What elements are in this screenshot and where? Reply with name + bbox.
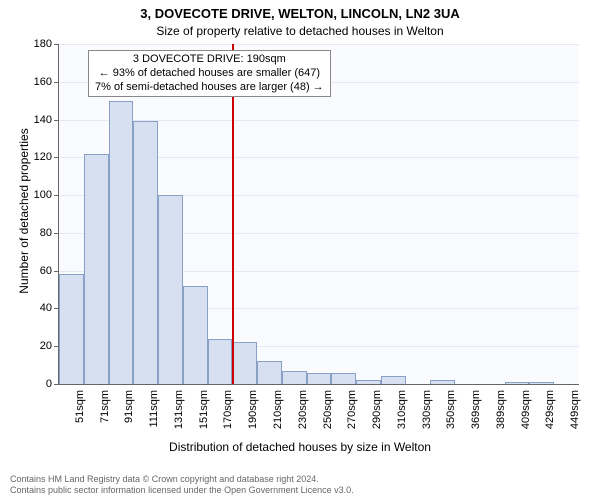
x-tick-label: 151sqm bbox=[198, 390, 210, 429]
x-tick-label: 290sqm bbox=[371, 390, 383, 429]
y-tick-label: 180 bbox=[0, 38, 52, 50]
x-axis-label: Distribution of detached houses by size … bbox=[0, 440, 600, 454]
x-tick-label: 429sqm bbox=[544, 390, 556, 429]
annotation-line-1: 3 DOVECOTE DRIVE: 190sqm bbox=[95, 53, 324, 67]
y-tick bbox=[54, 233, 58, 234]
y-tick-label: 140 bbox=[0, 114, 52, 126]
histogram-bar bbox=[109, 101, 134, 384]
x-tick-label: 270sqm bbox=[346, 390, 358, 429]
histogram-bar bbox=[307, 373, 332, 384]
x-tick-label: 449sqm bbox=[569, 390, 581, 429]
y-tick-label: 80 bbox=[0, 227, 52, 239]
histogram-chart: 3, DOVECOTE DRIVE, WELTON, LINCOLN, LN2 … bbox=[0, 0, 600, 500]
histogram-bar bbox=[84, 154, 109, 384]
annotation-box: 3 DOVECOTE DRIVE: 190sqm ← 93% of detach… bbox=[88, 50, 331, 97]
histogram-bar bbox=[282, 371, 307, 384]
y-tick-label: 60 bbox=[0, 265, 52, 277]
histogram-bar bbox=[232, 342, 257, 384]
y-tick bbox=[54, 346, 58, 347]
histogram-bar bbox=[505, 382, 530, 384]
chart-title-sub: Size of property relative to detached ho… bbox=[0, 24, 600, 38]
y-tick-label: 160 bbox=[0, 76, 52, 88]
y-tick bbox=[54, 384, 58, 385]
x-tick-label: 250sqm bbox=[322, 390, 334, 429]
histogram-bar bbox=[257, 361, 282, 384]
y-axis-label: Number of detached properties bbox=[17, 111, 31, 311]
footer-line-2: Contains public sector information licen… bbox=[10, 485, 354, 496]
histogram-bar bbox=[158, 195, 183, 384]
histogram-bar bbox=[133, 121, 158, 384]
x-tick-label: 210sqm bbox=[272, 390, 284, 429]
y-tick bbox=[54, 82, 58, 83]
y-tick-label: 20 bbox=[0, 340, 52, 352]
x-tick-label: 91sqm bbox=[123, 390, 135, 423]
histogram-bar bbox=[430, 380, 455, 384]
histogram-bar bbox=[183, 286, 208, 384]
y-tick-label: 0 bbox=[0, 378, 52, 390]
y-tick-label: 120 bbox=[0, 151, 52, 163]
grid-line bbox=[59, 120, 579, 121]
y-tick bbox=[54, 157, 58, 158]
y-tick bbox=[54, 308, 58, 309]
footer-line-1: Contains HM Land Registry data © Crown c… bbox=[10, 474, 354, 485]
x-tick-label: 409sqm bbox=[520, 390, 532, 429]
footer-attribution: Contains HM Land Registry data © Crown c… bbox=[10, 474, 354, 496]
x-tick-label: 111sqm bbox=[148, 390, 160, 428]
grid-line bbox=[59, 44, 579, 45]
x-tick-label: 350sqm bbox=[445, 390, 457, 429]
x-tick-label: 369sqm bbox=[470, 390, 482, 429]
histogram-bar bbox=[208, 339, 233, 384]
y-tick-label: 100 bbox=[0, 189, 52, 201]
histogram-bar bbox=[529, 382, 554, 384]
y-tick bbox=[54, 271, 58, 272]
x-tick-label: 310sqm bbox=[396, 390, 408, 429]
histogram-bar bbox=[356, 380, 381, 384]
x-tick-label: 190sqm bbox=[247, 390, 259, 429]
x-tick-label: 71sqm bbox=[99, 390, 111, 423]
y-tick bbox=[54, 120, 58, 121]
x-tick-label: 131sqm bbox=[173, 390, 185, 429]
histogram-bar bbox=[381, 376, 406, 384]
x-tick-label: 330sqm bbox=[421, 390, 433, 429]
y-tick-label: 40 bbox=[0, 302, 52, 314]
y-tick bbox=[54, 195, 58, 196]
chart-title-main: 3, DOVECOTE DRIVE, WELTON, LINCOLN, LN2 … bbox=[0, 6, 600, 21]
x-tick-label: 389sqm bbox=[495, 390, 507, 429]
histogram-bar bbox=[331, 373, 356, 384]
y-tick bbox=[54, 44, 58, 45]
annotation-line-2: ← 93% of detached houses are smaller (64… bbox=[95, 67, 324, 81]
x-tick-label: 51sqm bbox=[74, 390, 86, 423]
x-tick-label: 170sqm bbox=[222, 390, 234, 429]
histogram-bar bbox=[59, 274, 84, 384]
annotation-line-3: 7% of semi-detached houses are larger (4… bbox=[95, 81, 324, 95]
x-tick-label: 230sqm bbox=[297, 390, 309, 429]
